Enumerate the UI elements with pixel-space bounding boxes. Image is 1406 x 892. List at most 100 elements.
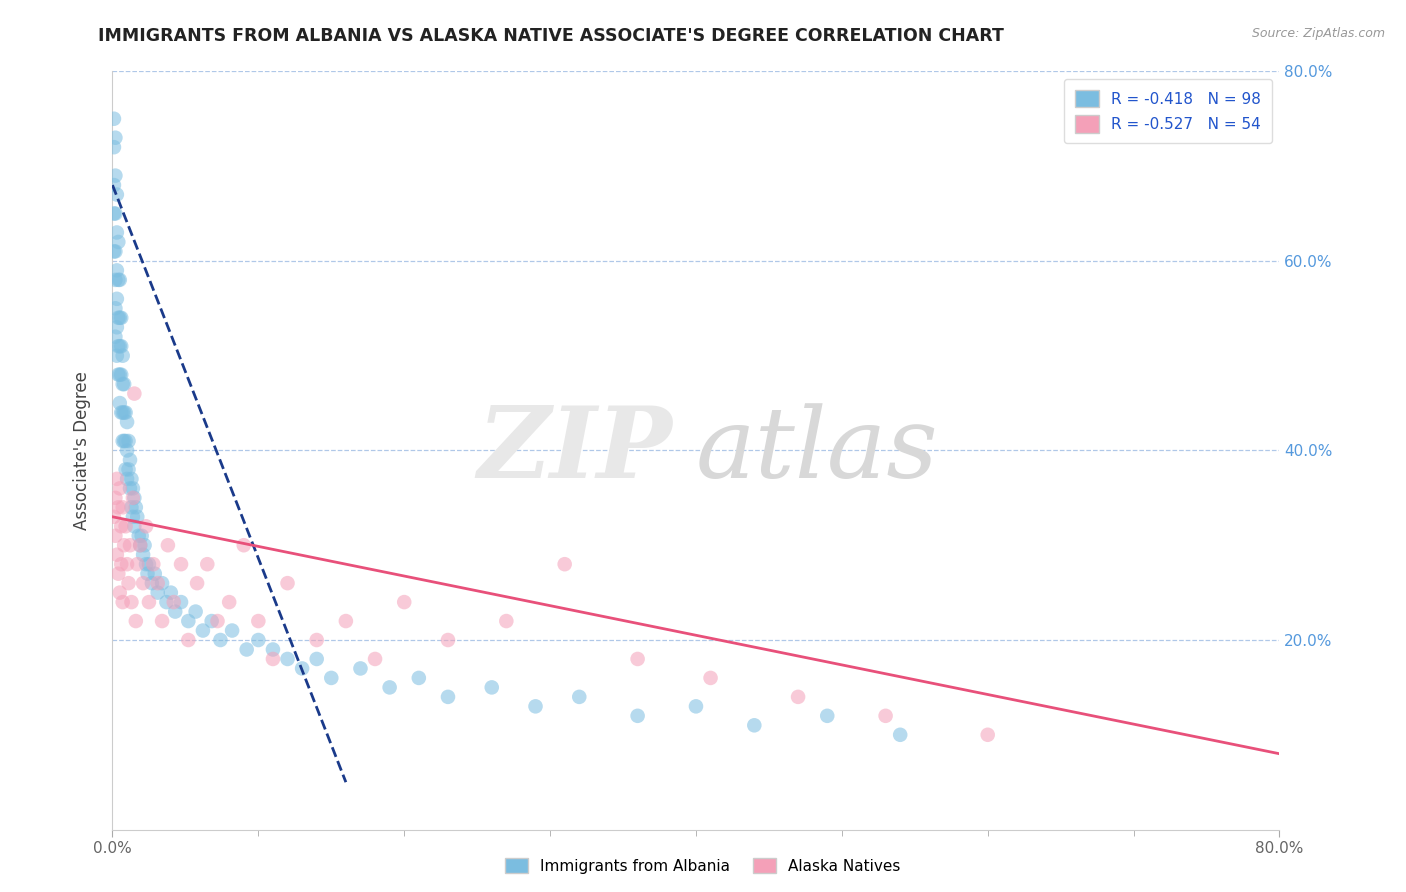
Point (107, 235, 129, 249)
Point (186, 576, 208, 591)
Point (103, 244, 125, 259)
Point (135, 557, 157, 572)
Point (235, 642, 257, 657)
Point (104, 330, 127, 344)
Point (135, 519, 157, 533)
Point (218, 595, 240, 609)
Point (170, 595, 193, 609)
Point (112, 377, 135, 392)
Point (122, 509, 145, 524)
Point (105, 263, 128, 277)
Point (481, 681, 503, 695)
Point (107, 566, 129, 581)
Point (247, 614, 270, 628)
Point (132, 576, 155, 591)
Point (568, 690, 591, 704)
Legend: R = -0.418   N = 98, R = -0.527   N = 54: R = -0.418 N = 98, R = -0.527 N = 54 (1064, 79, 1272, 144)
Point (105, 187, 128, 202)
Point (437, 633, 460, 648)
Point (305, 633, 328, 648)
Point (111, 406, 134, 420)
Point (146, 576, 169, 591)
Point (132, 548, 155, 562)
Point (118, 482, 141, 496)
Point (627, 652, 650, 666)
Point (156, 538, 179, 552)
Point (364, 652, 387, 666)
Point (120, 595, 142, 609)
Point (105, 349, 128, 363)
Point (118, 538, 141, 552)
Point (112, 434, 135, 448)
Point (976, 728, 998, 742)
Point (138, 595, 160, 609)
Point (108, 273, 131, 287)
Point (685, 699, 707, 714)
Point (108, 482, 131, 496)
Point (699, 671, 721, 685)
Point (104, 206, 127, 220)
Point (104, 273, 127, 287)
Point (291, 661, 314, 675)
Point (108, 310, 131, 325)
Y-axis label: Associate's Degree: Associate's Degree (73, 371, 91, 530)
Point (191, 624, 214, 638)
Point (104, 529, 127, 543)
Point (207, 614, 229, 628)
Point (875, 708, 897, 723)
Point (177, 633, 200, 648)
Point (110, 339, 132, 353)
Point (110, 368, 132, 382)
Point (111, 377, 134, 392)
Point (349, 661, 371, 675)
Point (247, 633, 270, 648)
Point (111, 434, 134, 448)
Point (112, 538, 135, 552)
Point (141, 576, 163, 591)
Point (129, 538, 152, 552)
Point (155, 595, 177, 609)
Point (232, 538, 254, 552)
Point (108, 585, 131, 599)
Text: IMMIGRANTS FROM ALBANIA VS ALASKA NATIVE ASSOCIATE'S DEGREE CORRELATION CHART: IMMIGRANTS FROM ALBANIA VS ALASKA NATIVE… (98, 27, 1004, 45)
Point (103, 509, 125, 524)
Point (131, 529, 153, 543)
Point (114, 406, 136, 420)
Point (378, 681, 401, 695)
Point (394, 595, 416, 609)
Point (163, 595, 186, 609)
Point (195, 557, 218, 572)
Point (110, 557, 132, 572)
Point (120, 472, 142, 486)
Point (125, 614, 148, 628)
Point (104, 130, 127, 145)
Point (122, 491, 145, 505)
Point (184, 605, 207, 619)
Point (134, 538, 156, 552)
Point (276, 576, 298, 591)
Text: atlas: atlas (696, 403, 939, 498)
Point (321, 671, 343, 685)
Point (108, 368, 131, 382)
Point (108, 396, 131, 410)
Point (305, 652, 328, 666)
Point (742, 718, 765, 732)
Point (150, 576, 173, 591)
Point (103, 112, 125, 126)
Point (117, 576, 139, 591)
Point (104, 301, 127, 316)
Point (262, 652, 284, 666)
Point (105, 472, 128, 486)
Point (143, 566, 166, 581)
Point (276, 652, 298, 666)
Point (120, 500, 142, 515)
Point (117, 434, 139, 448)
Point (105, 320, 128, 334)
Point (115, 472, 138, 486)
Point (524, 699, 547, 714)
Point (627, 708, 650, 723)
Point (165, 605, 187, 619)
Point (105, 226, 128, 240)
Point (117, 462, 139, 476)
Point (170, 557, 193, 572)
